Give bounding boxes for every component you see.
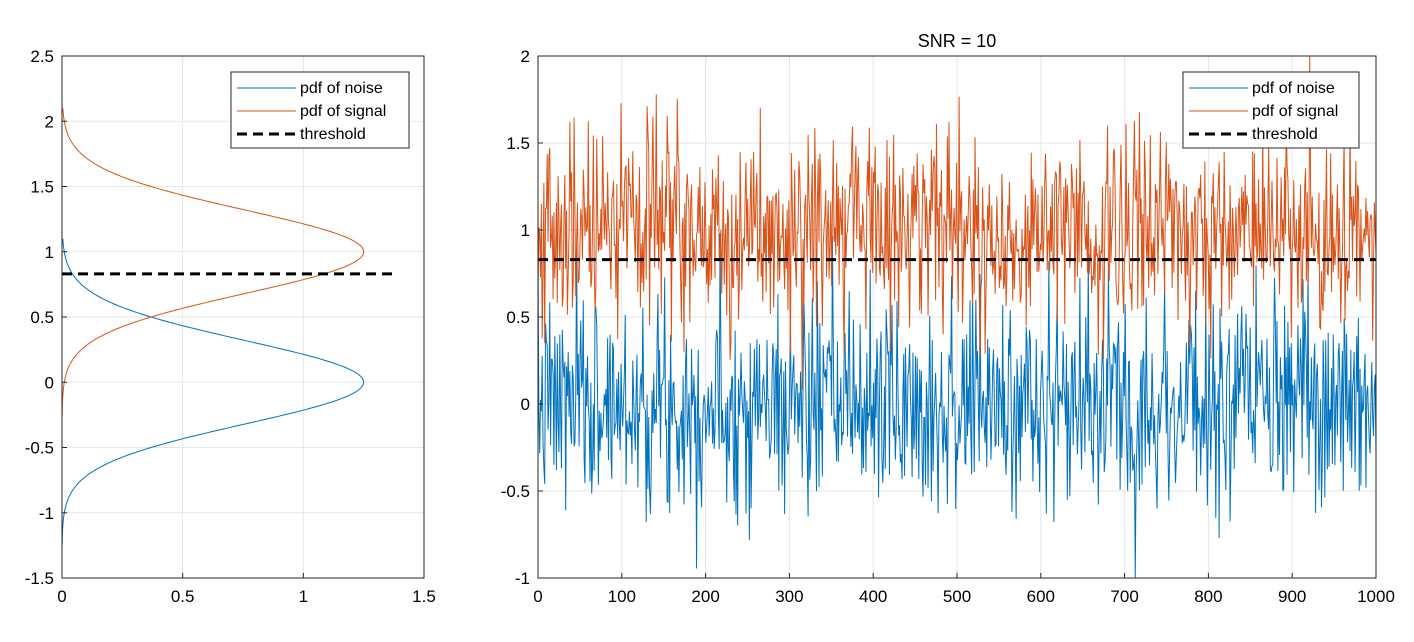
pdf-xtick-label: 1.5 bbox=[412, 587, 436, 606]
pdf-legend-noise-label: pdf of noise bbox=[300, 80, 383, 97]
pdf-ytick-label: 1.5 bbox=[30, 178, 54, 197]
pdf-axes: 0 0.5 1 1.5 -1.5 -1 -0.5 0 0.5 1 1.5 2 2.5 pdf of no… bbox=[25, 47, 436, 606]
samples-ytick-label: 0 bbox=[521, 395, 530, 414]
samples-ytick-label: 0.5 bbox=[506, 308, 530, 327]
samples-series-pdf-of-signal bbox=[537, 56, 1377, 390]
pdf-legend-signal-label: pdf of signal bbox=[300, 103, 386, 120]
samples-series-pdf-of-noise bbox=[537, 233, 1377, 579]
samples-xtick-label: 600 bbox=[1027, 587, 1055, 606]
samples-xtick-label: 700 bbox=[1110, 587, 1138, 606]
pdf-ytick-label: -1 bbox=[39, 504, 54, 523]
samples-xtick-label: 300 bbox=[775, 587, 803, 606]
pdf-ytick-label: 2 bbox=[45, 112, 54, 131]
pdf-ytick-label: -1.5 bbox=[25, 569, 54, 588]
pdf-legend-threshold-label: threshold bbox=[300, 126, 366, 143]
samples-legend-noise-label: pdf of noise bbox=[1252, 80, 1335, 97]
samples-xtick-label: 800 bbox=[1194, 587, 1222, 606]
pdf-ytick-label: 0 bbox=[45, 373, 54, 392]
samples-ytick-label: 2 bbox=[521, 47, 530, 66]
samples-legend: pdf of noise pdf of signal threshold bbox=[1182, 71, 1360, 149]
samples-ticks: 0 100 200 300 400 500 600 700 800 900 1000 -1 -0.5 0 0… bbox=[501, 47, 1395, 606]
pdf-xtick-label: 0.5 bbox=[171, 587, 195, 606]
samples-xtick-label: 400 bbox=[859, 587, 887, 606]
samples-xtick-label: 900 bbox=[1278, 587, 1306, 606]
samples-ytick-label: -1 bbox=[515, 569, 530, 588]
samples-ytick-label: -0.5 bbox=[501, 482, 530, 501]
samples-title: SNR = 10 bbox=[918, 31, 997, 51]
samples-ytick-label: 1.5 bbox=[506, 134, 530, 153]
samples-xtick-label: 0 bbox=[533, 587, 542, 606]
samples-ytick-label: 1 bbox=[521, 221, 530, 240]
pdf-ytick-label: 0.5 bbox=[30, 308, 54, 327]
pdf-legend: pdf of noise pdf of signal threshold bbox=[230, 71, 410, 149]
pdf-ytick-label: 1 bbox=[45, 243, 54, 262]
pdf-xtick-label: 1 bbox=[299, 587, 308, 606]
pdf-plot-area bbox=[61, 108, 393, 546]
samples-legend-signal-label: pdf of signal bbox=[1252, 103, 1338, 120]
pdf-series-pdf-of-noise bbox=[61, 238, 365, 546]
samples-xtick-label: 500 bbox=[943, 587, 971, 606]
pdf-ytick-label: -0.5 bbox=[25, 439, 54, 458]
pdf-ticks: 0 0.5 1 1.5 -1.5 -1 -0.5 0 0.5 1 1.5 2 2.5 bbox=[25, 47, 436, 606]
samples-xtick-label: 200 bbox=[691, 587, 719, 606]
samples-plot-area bbox=[537, 56, 1377, 579]
samples-axes: 0 100 200 300 400 500 600 700 800 900 1000 -1 -0.5 0 0… bbox=[501, 31, 1395, 606]
samples-xtick-label: 100 bbox=[608, 587, 636, 606]
pdf-xtick-label: 0 bbox=[57, 587, 66, 606]
samples-xtick-label: 1000 bbox=[1357, 587, 1395, 606]
samples-legend-threshold-label: threshold bbox=[1252, 126, 1318, 143]
pdf-ytick-label: 2.5 bbox=[30, 47, 54, 66]
pdf-series-pdf-of-signal bbox=[61, 108, 365, 415]
